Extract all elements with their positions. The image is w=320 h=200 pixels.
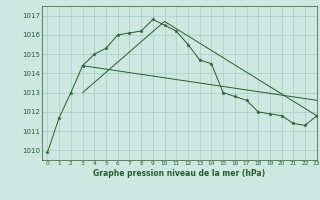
X-axis label: Graphe pression niveau de la mer (hPa): Graphe pression niveau de la mer (hPa) — [93, 169, 265, 178]
